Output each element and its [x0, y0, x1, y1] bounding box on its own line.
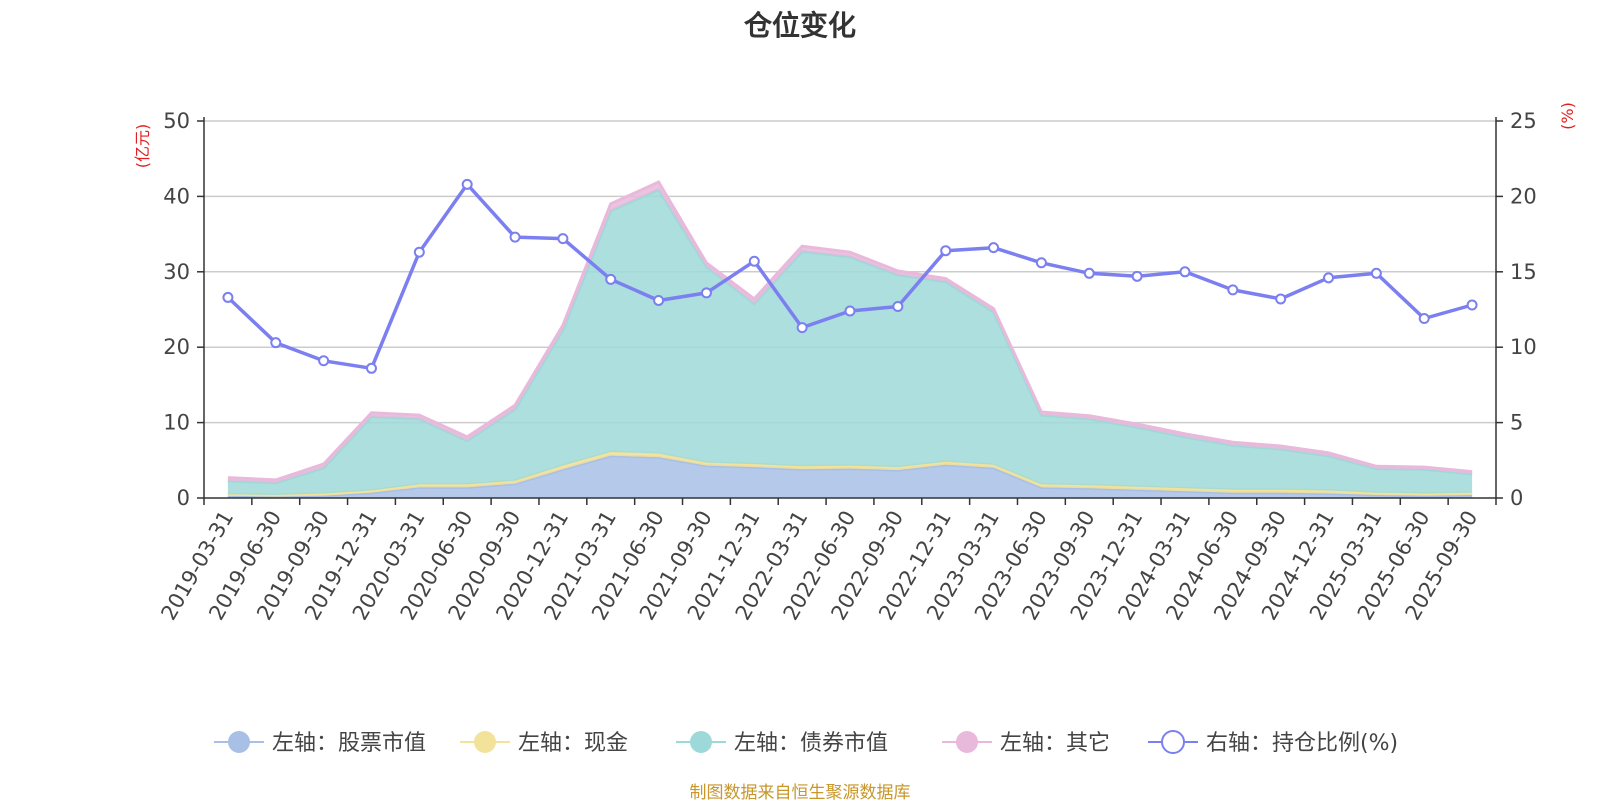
- legend: 左轴：股票市值 左轴：现金 左轴：债券市值 左轴：其它 右轴：持仓比例(%): [214, 730, 1398, 756]
- ratio-point: [461, 178, 473, 190]
- area-bond-value: [227, 189, 1473, 495]
- ratio-point: [365, 362, 377, 374]
- area-other-edge: [227, 180, 1473, 482]
- ratio-point: [1035, 257, 1047, 269]
- left-tick-label: 40: [163, 184, 190, 208]
- ratio-point: [1083, 267, 1095, 279]
- ratio-point: [270, 337, 282, 349]
- ratio-point: [653, 294, 665, 306]
- right-axis-unit: (%): [1558, 102, 1577, 130]
- ratio-point: [940, 245, 952, 257]
- source-note: 制图数据来自恒生聚源数据库: [689, 783, 911, 803]
- left-tick-label: 20: [163, 335, 190, 359]
- right-tick-label: 25: [1510, 109, 1537, 133]
- ratio-point: [844, 305, 856, 317]
- ratio-point: [1466, 299, 1478, 311]
- right-tick-label: 5: [1510, 411, 1523, 435]
- legend-bond-value[interactable]: 左轴：债券市值: [676, 731, 888, 756]
- ratio-point: [796, 322, 808, 334]
- ratio-point: [1131, 270, 1143, 282]
- ratio-point: [605, 273, 617, 285]
- legend-ratio[interactable]: 右轴：持仓比例(%): [1148, 730, 1398, 756]
- legend-marker: [690, 731, 712, 753]
- ratio-point: [509, 231, 521, 243]
- legend-label: 左轴：债券市值: [734, 731, 888, 756]
- ratio-point: [1227, 284, 1239, 296]
- ratio-point: [700, 287, 712, 299]
- legend-marker: [956, 731, 978, 753]
- ratio-point: [557, 233, 569, 245]
- right-tick-label: 0: [1510, 486, 1523, 510]
- ratio-point: [1370, 267, 1382, 279]
- legend-label: 左轴：股票市值: [272, 731, 426, 756]
- legend-label: 右轴：持仓比例(%): [1206, 731, 1398, 756]
- legend-marker: [1161, 730, 1185, 754]
- legend-stock-value[interactable]: 左轴：股票市值: [214, 731, 426, 756]
- legend-cash[interactable]: 左轴：现金: [460, 731, 628, 756]
- legend-label: 左轴：现金: [518, 731, 628, 756]
- ratio-point: [988, 242, 1000, 254]
- stacked-areas: [227, 180, 1473, 499]
- right-tick-label: 10: [1510, 335, 1537, 359]
- ratio-point: [1418, 313, 1430, 325]
- ratio-line-layer: [222, 178, 1478, 374]
- area-stock-value: [227, 455, 1473, 498]
- legend-marker: [228, 731, 250, 753]
- ratio-point: [748, 255, 760, 267]
- left-tick-label: 0: [177, 486, 190, 510]
- right-tick-label: 15: [1510, 260, 1537, 284]
- legend-label: 左轴：其它: [1000, 731, 1110, 756]
- ratio-point: [413, 246, 425, 258]
- ratio-point: [1323, 272, 1335, 284]
- ratio-point: [892, 300, 904, 312]
- left-tick-label: 50: [163, 109, 190, 133]
- chart-title: 仓位变化: [743, 9, 856, 42]
- ratio-point: [1275, 293, 1287, 305]
- ratio-point: [318, 355, 330, 367]
- ratio-point: [222, 291, 234, 303]
- legend-other[interactable]: 左轴：其它: [942, 731, 1110, 756]
- left-axis-unit: (亿元): [133, 124, 152, 169]
- legend-marker: [474, 731, 496, 753]
- left-tick-label: 30: [163, 260, 190, 284]
- right-tick-label: 20: [1510, 184, 1537, 208]
- ratio-point: [1179, 266, 1191, 278]
- left-tick-label: 10: [163, 411, 190, 435]
